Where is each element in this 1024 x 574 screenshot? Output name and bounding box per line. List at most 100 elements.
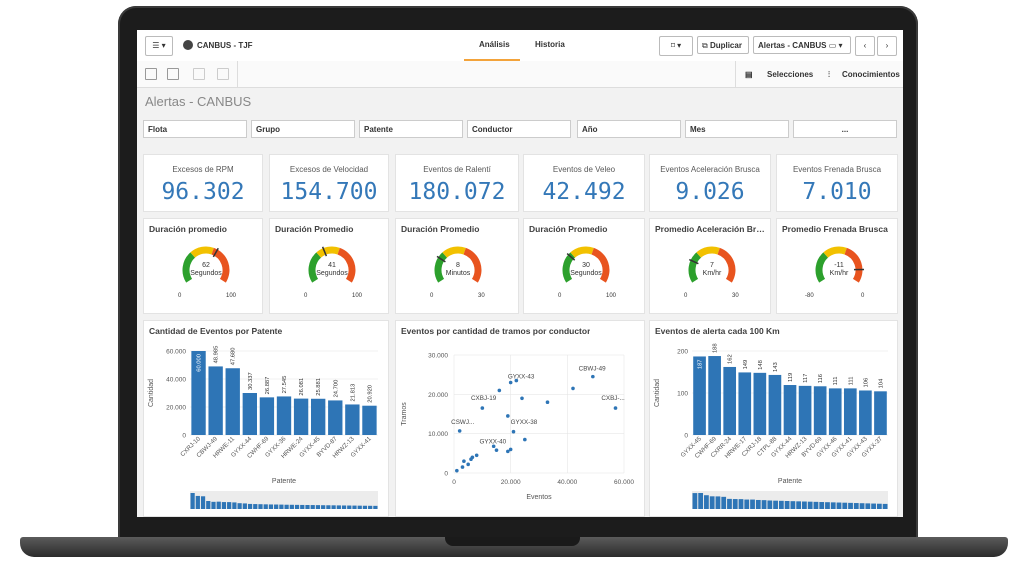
scrollbar-bar xyxy=(721,496,727,509)
y-tick-label: 200 xyxy=(677,349,688,356)
sheet-selector[interactable]: Alertas - CANBUS ▭ ▾ xyxy=(753,36,851,54)
bookmark-button[interactable]: ⌑ ▾ xyxy=(659,36,693,56)
scrollbar-bar xyxy=(216,501,221,509)
filter-flota[interactable]: Flota xyxy=(143,120,247,138)
x-axis-label: Patente xyxy=(778,478,802,485)
gauge-card[interactable]: Promedio Aceleración Bru... 7 Km/hr 0 30 xyxy=(649,218,771,314)
gauge-card[interactable]: Duración Promedio 30 Segundos 0 100 xyxy=(523,218,645,314)
scrollbar-bar xyxy=(767,500,773,509)
kpi-card[interactable]: Excesos de Velocidad 154.700 xyxy=(269,154,389,212)
bar-chart-alertas-100km[interactable]: Cantidad0100200187GYXX-45188CWHF-69162CX… xyxy=(650,337,897,515)
gauge-segment xyxy=(815,252,829,283)
smart-search-icon[interactable] xyxy=(145,68,157,80)
menu-button[interactable]: ☰ ▾ xyxy=(145,36,173,56)
scrollbar-bar xyxy=(784,501,790,509)
filter-ano[interactable]: Año xyxy=(577,120,681,138)
filter-conductor[interactable]: Conductor xyxy=(467,120,571,138)
kpi-label: Excesos de RPM xyxy=(172,165,234,174)
bar xyxy=(208,366,223,435)
scrollbar-bar xyxy=(871,503,876,509)
gauge-segment xyxy=(844,247,863,283)
y-tick-label: 0 xyxy=(684,433,688,440)
next-sheet-button[interactable]: › xyxy=(877,36,897,56)
scrollbar-bar xyxy=(195,495,200,509)
bar xyxy=(859,390,872,435)
y-tick-label: 100 xyxy=(677,391,688,398)
kpi-card[interactable]: Eventos de Ralentí 180.072 xyxy=(395,154,519,212)
x-tick-label: 60.000 xyxy=(614,479,634,486)
point-annotation: GYXX-38 xyxy=(511,419,538,426)
chart-card-eventos-patente[interactable]: Cantidad de Eventos por Patente Cantidad… xyxy=(143,320,389,517)
bar-data-label: 47.680 xyxy=(231,348,237,366)
tab-analisis[interactable]: Análisis xyxy=(479,40,510,49)
step-back-icon[interactable] xyxy=(193,68,205,80)
scrollbar-bar xyxy=(352,505,357,509)
scatter-point xyxy=(523,437,527,442)
app-icon xyxy=(183,40,193,50)
gauge-needle xyxy=(321,246,328,257)
gauge-card[interactable]: Duración Promedio 41 Segundos 0 100 xyxy=(269,218,389,314)
scrollbar-bar xyxy=(200,496,206,509)
kpi-card[interactable]: Eventos Aceleración Brusca 9.026 xyxy=(649,154,771,212)
bar-data-label: 111 xyxy=(833,377,839,386)
scatter-point xyxy=(462,459,466,463)
gauge-value: 7 Km/hr xyxy=(682,262,742,278)
bar-chart-eventos-patente[interactable]: Cantidad020.00040.00060.00060.000CXRJ-10… xyxy=(144,337,388,515)
lasso-icon[interactable] xyxy=(167,68,179,80)
gauge-max: 30 xyxy=(478,293,485,299)
scrollbar-bar xyxy=(341,505,347,509)
tab-historia[interactable]: Historia xyxy=(535,40,565,49)
filter-mes[interactable]: Mes xyxy=(685,120,789,138)
chart-title: Eventos por cantidad de tramos por condu… xyxy=(401,326,591,336)
kpi-card[interactable]: Excesos de RPM 96.302 xyxy=(143,154,263,212)
gauge-card[interactable]: Duración Promedio 8 Minutos 0 30 xyxy=(395,218,519,314)
point-annotation: GYXX-43 xyxy=(508,374,535,381)
scrollbar-bar xyxy=(692,493,698,509)
bar-data-label: 116 xyxy=(818,374,824,383)
scatter-point xyxy=(506,414,510,418)
scrollbar-bar xyxy=(709,496,715,509)
scatter-point xyxy=(470,455,475,460)
gauge-value-number: 62 xyxy=(202,262,210,269)
step-forward-icon[interactable] xyxy=(217,68,229,80)
filter-patente[interactable]: Patente xyxy=(359,120,463,138)
gauge-value-number: 8 xyxy=(456,262,460,269)
filter-grupo[interactable]: Grupo xyxy=(251,120,355,138)
scrollbar-bar xyxy=(190,493,195,509)
bar-data-label: 117 xyxy=(803,374,809,383)
app-screen: ☰ ▾ CANBUS - TJF Análisis Historia ⌑ ▾ ⧉… xyxy=(137,30,903,517)
scatter-chart-tramos[interactable]: Tramos 0 10.000 20.000 30.000 0 20.000 40.000 60… xyxy=(396,337,644,515)
selections-button[interactable]: Selecciones xyxy=(767,70,814,79)
duplicate-button[interactable]: ⧉ Duplicar xyxy=(697,36,749,54)
bar-data-label: 143 xyxy=(773,362,779,372)
bar xyxy=(768,374,782,435)
bar xyxy=(293,398,309,435)
bar xyxy=(738,372,752,435)
scrollbar-bar xyxy=(268,504,274,509)
kpi-card[interactable]: Eventos Frenada Brusca 7.010 xyxy=(776,154,898,212)
scrollbar-bar xyxy=(362,505,368,509)
kpi-value: 7.010 xyxy=(802,179,872,205)
duplicate-icon: ⧉ xyxy=(702,41,710,50)
prev-sheet-button[interactable]: ‹ xyxy=(855,36,875,56)
gauge-title: Duración Promedio xyxy=(529,224,608,234)
gauge-min: 0 xyxy=(430,293,434,299)
kpi-card[interactable]: Eventos de Veleo 42.492 xyxy=(523,154,645,212)
insights-button[interactable]: Conocimientos xyxy=(842,70,900,79)
scatter-point xyxy=(466,462,470,467)
chart-card-scatter[interactable]: Eventos por cantidad de tramos por condu… xyxy=(395,320,645,517)
app-title: CANBUS - TJF xyxy=(197,41,253,50)
chart-card-alertas-100km[interactable]: Eventos de alerta cada 100 Km Cantidad 0 1… xyxy=(649,320,898,517)
filter-more[interactable]: ... xyxy=(793,120,897,138)
gauge-card[interactable]: Promedio Frenada Brusca -11 Km/hr -80 0 xyxy=(776,218,898,314)
scatter-point xyxy=(494,448,499,452)
gauge-value: 41 Segundos xyxy=(302,262,362,278)
bar-data-label: 162 xyxy=(728,354,734,364)
gauge-card[interactable]: Duración promedio 62 Segundos 0 100 xyxy=(143,218,263,314)
bar-data-label: 148 xyxy=(758,360,764,370)
gauge-title: Duración Promedio xyxy=(401,224,480,234)
gauge-unit: Km/hr xyxy=(702,270,722,277)
gauge-needle xyxy=(436,255,446,263)
scatter-point xyxy=(506,449,510,454)
bar-data-label: 104 xyxy=(878,378,884,388)
